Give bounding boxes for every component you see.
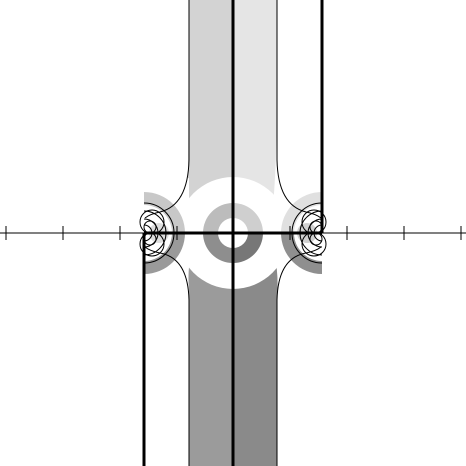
upper-left-strip — [187, 0, 233, 233]
lower-right-strip — [233, 233, 278, 466]
lower-left-strip — [188, 233, 233, 466]
upper-right-strip — [233, 0, 278, 233]
branch-cut-path — [142, 0, 324, 466]
strip-boundary-curves — [144, 0, 322, 466]
